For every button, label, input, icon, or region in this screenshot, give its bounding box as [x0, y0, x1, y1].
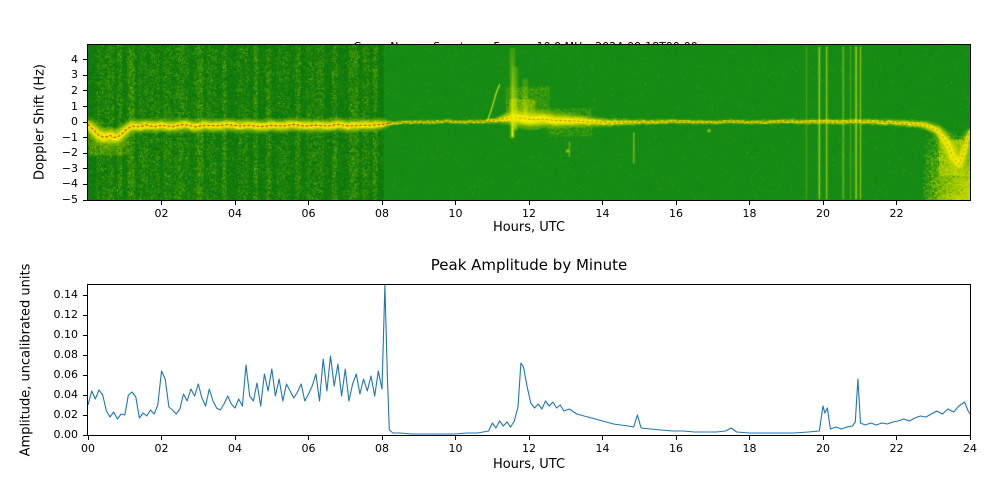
x-tick-label: 20: [816, 207, 830, 220]
spectrogram-x-axis-label: Hours, UTC: [492, 220, 566, 235]
x-tick-mark: [308, 201, 309, 205]
x-tick-label: 12: [522, 207, 536, 220]
y-tick-label: 0.08: [53, 348, 79, 361]
x-tick-mark: [675, 201, 677, 205]
amplitude-title: Peak Amplitude by Minute: [430, 256, 628, 274]
y-tick-label: −2: [61, 146, 78, 160]
y-tick-mark: [83, 168, 87, 170]
x-tick-mark: [749, 201, 750, 205]
y-tick-mark: [83, 294, 87, 296]
y-tick-mark: [83, 314, 87, 316]
spectrogram-heatmap: [88, 45, 970, 200]
x-tick-label: 14: [595, 442, 610, 455]
x-tick-mark: [234, 436, 236, 440]
x-tick-mark: [455, 201, 456, 205]
y-tick-mark: [83, 183, 87, 185]
x-tick-label: 20: [816, 442, 830, 455]
x-tick-mark: [161, 201, 162, 205]
x-tick-label: 04: [228, 442, 242, 455]
x-tick-label: 06: [301, 442, 316, 455]
y-tick-mark: [83, 334, 87, 336]
y-tick-label: 0: [71, 115, 78, 129]
y-tick-label: −5: [61, 193, 78, 206]
x-tick-mark: [896, 201, 897, 205]
y-tick-label: 0.12: [53, 308, 79, 321]
y-tick-mark: [83, 106, 87, 108]
x-tick-mark: [602, 201, 603, 205]
x-tick-label: 00: [81, 442, 95, 455]
x-tick-label: 08: [375, 442, 389, 455]
x-tick-mark: [822, 201, 824, 205]
x-tick-mark: [161, 436, 162, 440]
y-tick-label: 4: [71, 52, 78, 66]
x-tick-mark: [234, 201, 236, 205]
y-tick-mark: [83, 59, 87, 61]
x-tick-label: 18: [742, 207, 757, 220]
x-tick-label: 06: [301, 207, 316, 220]
x-tick-label: 02: [154, 442, 169, 455]
y-tick-mark: [83, 434, 87, 436]
x-tick-mark: [455, 436, 456, 440]
spectrogram-plot-area: [87, 44, 971, 201]
y-tick-label: −1: [61, 130, 78, 144]
amplitude-series-path: [88, 285, 970, 435]
y-tick-mark: [83, 374, 87, 376]
amplitude-line-chart: [88, 285, 970, 435]
x-tick-mark: [87, 436, 89, 440]
x-tick-label: 24: [963, 442, 977, 455]
x-tick-mark: [749, 436, 750, 440]
x-tick-label: 22: [889, 207, 904, 220]
x-tick-mark: [969, 436, 971, 440]
x-tick-mark: [896, 436, 897, 440]
x-tick-mark: [381, 436, 383, 440]
y-tick-mark: [83, 121, 87, 123]
y-tick-label: 0.14: [53, 288, 79, 301]
y-tick-label: 3: [71, 68, 78, 82]
x-tick-mark: [528, 436, 530, 440]
y-tick-label: −3: [61, 161, 78, 175]
amplitude-plot-area: [87, 284, 971, 436]
y-tick-label: 1: [71, 99, 78, 113]
y-tick-label: 0.04: [53, 388, 79, 401]
y-tick-label: 0.00: [53, 428, 79, 441]
x-tick-label: 02: [154, 207, 169, 220]
x-tick-mark: [381, 201, 383, 205]
y-tick-label: 2: [71, 83, 78, 97]
x-tick-label: 10: [448, 207, 463, 220]
x-tick-mark: [308, 436, 309, 440]
x-tick-mark: [675, 436, 677, 440]
x-tick-label: 22: [889, 442, 904, 455]
x-tick-mark: [822, 436, 824, 440]
y-tick-label: −4: [61, 177, 78, 191]
y-tick-mark: [83, 74, 87, 76]
y-tick-mark: [83, 199, 87, 201]
y-tick-label: 0.10: [53, 328, 79, 341]
y-tick-label: 0.02: [53, 408, 79, 421]
x-tick-label: 16: [669, 207, 683, 220]
x-tick-label: 12: [522, 442, 536, 455]
y-tick-mark: [83, 90, 87, 92]
y-tick-mark: [83, 152, 87, 154]
x-tick-mark: [602, 436, 603, 440]
y-tick-mark: [83, 137, 87, 139]
x-tick-label: 08: [375, 207, 389, 220]
x-tick-mark: [528, 201, 530, 205]
y-tick-label: 0.06: [53, 368, 79, 381]
x-tick-label: 14: [595, 207, 610, 220]
x-tick-label: 04: [228, 207, 242, 220]
y-tick-mark: [83, 354, 87, 356]
x-tick-label: 10: [448, 442, 463, 455]
x-tick-label: 16: [669, 442, 683, 455]
amplitude-x-axis-label: Hours, UTC: [492, 457, 566, 472]
y-tick-mark: [83, 394, 87, 396]
y-tick-mark: [83, 414, 87, 416]
x-tick-label: 18: [742, 442, 757, 455]
